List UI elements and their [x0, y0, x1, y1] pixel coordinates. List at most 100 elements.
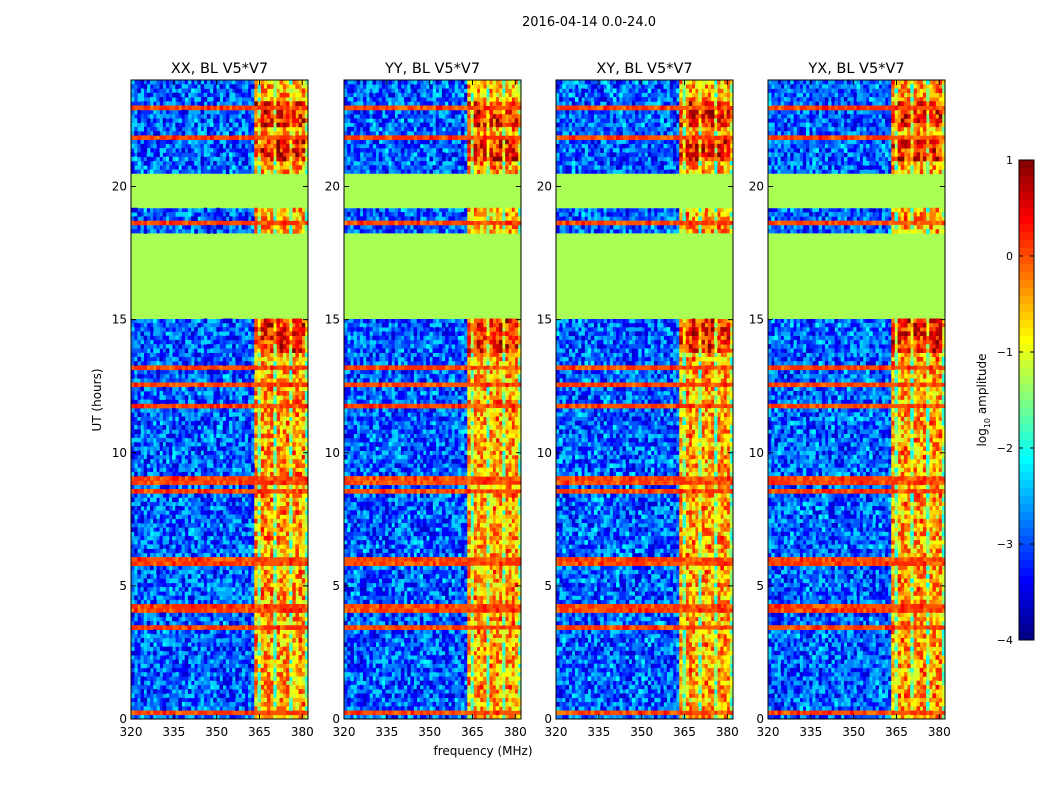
colorbar-tick-label: 0 — [1006, 250, 1013, 263]
x-tick-label: 335 — [375, 725, 398, 739]
heatmap-cells — [131, 80, 255, 720]
colorbar-segment — [1019, 248, 1034, 257]
colorbar-segment — [1019, 296, 1034, 305]
colorbar-segment — [1019, 512, 1034, 521]
heatmap-cells — [768, 80, 892, 720]
colorbar-segment — [1019, 464, 1034, 473]
y-tick-label: 15 — [112, 313, 127, 327]
colorbar-segment — [1019, 392, 1034, 401]
colorbar-segment — [1019, 632, 1034, 641]
x-axis-label: frequency (MHz) — [433, 744, 532, 758]
heatmap-cells — [254, 84, 309, 720]
colorbar-segment — [1019, 560, 1034, 569]
y-tick-label: 20 — [325, 180, 340, 194]
colorbar-segment — [1019, 576, 1034, 585]
heatmap-cells — [344, 80, 522, 720]
x-tick-label: 350 — [418, 725, 441, 739]
colorbar-segment — [1019, 360, 1034, 369]
colorbar-segment — [1019, 200, 1034, 209]
x-tick-label: 335 — [799, 725, 822, 739]
y-tick-label: 20 — [112, 180, 127, 194]
heatmap-cells — [768, 80, 946, 720]
colorbar-segment — [1019, 528, 1034, 537]
colorbar-segment — [1019, 320, 1034, 329]
colorbar-segment — [1019, 288, 1034, 297]
heatmap-cells — [467, 80, 522, 711]
colorbar-tick-label: −4 — [997, 634, 1013, 647]
colorbar-segment — [1019, 160, 1034, 169]
heatmap-cells — [344, 80, 468, 720]
y-tick-label: 10 — [112, 446, 127, 460]
colorbar-segment — [1019, 400, 1034, 409]
panel-xx: XX, BL V5*V7 320 335 350 365 380 0 5 10 15 20 — [112, 61, 314, 739]
y-tick-label: 15 — [537, 313, 552, 327]
colorbar-segment — [1019, 368, 1034, 377]
colorbar-segment — [1019, 408, 1034, 417]
colorbar-tick-label: −3 — [997, 538, 1013, 551]
heatmap-cells — [254, 80, 309, 720]
heatmap-yx — [768, 80, 946, 720]
colorbar-segment — [1019, 384, 1034, 393]
y-tick-label: 10 — [325, 446, 340, 460]
colorbar-segment — [1019, 232, 1034, 241]
heatmap-cells — [344, 84, 522, 720]
panels-group: XX, BL V5*V7 320 335 350 365 380 0 5 10 15 20 YY, B… — [112, 61, 951, 739]
colorbar-segment — [1019, 240, 1034, 249]
panel-yx: YX, BL V5*V7 320 335 350 365 380 0 5 10 15 20 — [749, 61, 951, 739]
heatmap-cells — [679, 80, 734, 720]
heatmap-cells — [254, 101, 306, 354]
colorbar-segment — [1019, 456, 1034, 465]
x-tick-label: 320 — [545, 725, 568, 739]
colorbar-tick-label: −2 — [997, 442, 1013, 455]
x-tick-label: 380 — [716, 725, 739, 739]
heatmap-cells — [344, 80, 522, 716]
heatmap-cells — [131, 80, 255, 720]
plot-frame — [343, 79, 522, 720]
colorbar-segment — [1019, 416, 1034, 425]
x-tick-label: 320 — [333, 725, 356, 739]
x-tick-label: 365 — [461, 725, 484, 739]
colorbar-segment — [1019, 336, 1034, 345]
colorbar-segment — [1019, 504, 1034, 513]
x-tick-label: 335 — [587, 725, 610, 739]
colorbar-segment — [1019, 592, 1034, 601]
heatmap-yy — [344, 80, 522, 720]
colorbar-label-main: log — [975, 428, 989, 446]
panel-title: YX, BL V5*V7 — [807, 61, 904, 77]
colorbar-label-tail: amplitude — [975, 354, 989, 418]
heatmap-cells — [344, 80, 468, 720]
y-tick-label: 0 — [332, 712, 340, 726]
plot-frame — [555, 79, 734, 720]
colorbar: −4 −3 −2 −1 0 1 log10 amplitude — [975, 154, 1035, 647]
heatmap-xy — [556, 80, 734, 720]
x-tick-label: 350 — [205, 725, 228, 739]
heatmap-cells — [679, 101, 731, 354]
colorbar-segment — [1019, 616, 1034, 625]
y-axis-label: UT (hours) — [90, 368, 104, 431]
y-tick-label: 15 — [325, 313, 340, 327]
panel-title: YY, BL V5*V7 — [384, 61, 480, 77]
colorbar-segment — [1019, 448, 1034, 457]
heatmap-xx — [131, 80, 309, 720]
colorbar-segment — [1019, 584, 1034, 593]
colorbar-segment — [1019, 520, 1034, 529]
panel-title: XX, BL V5*V7 — [171, 61, 268, 77]
colorbar-segment — [1019, 272, 1034, 281]
colorbar-tick-label: 1 — [1006, 154, 1013, 167]
colorbar-segment — [1019, 168, 1034, 177]
colorbar-frame — [1018, 159, 1035, 641]
heatmap-cells — [131, 84, 309, 716]
panel-yy: YY, BL V5*V7 320 335 350 365 380 0 5 10 15 20 — [325, 61, 527, 739]
colorbar-segment — [1019, 176, 1034, 185]
y-tick-label: 0 — [119, 712, 127, 726]
heatmap-cells — [768, 92, 946, 720]
heatmap-cells — [556, 80, 680, 720]
colorbar-segment — [1019, 552, 1034, 561]
heatmap-cells — [768, 80, 892, 720]
colorbar-segment — [1019, 312, 1034, 321]
y-tick-label: 15 — [749, 313, 764, 327]
colorbar-segment — [1019, 480, 1034, 489]
x-tick-label: 380 — [928, 725, 951, 739]
y-tick-label: 5 — [544, 579, 552, 593]
colorbar-tick-label: −1 — [997, 346, 1013, 359]
